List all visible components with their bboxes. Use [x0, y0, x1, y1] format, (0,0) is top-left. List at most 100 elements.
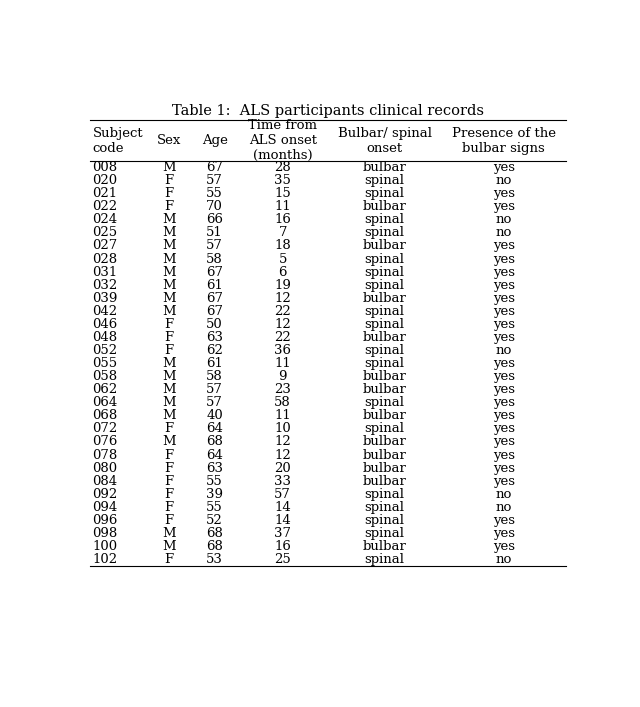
- Text: F: F: [164, 422, 174, 436]
- Text: F: F: [164, 474, 174, 488]
- Text: 51: 51: [206, 226, 223, 240]
- Text: 14: 14: [275, 514, 291, 527]
- Text: no: no: [495, 488, 512, 501]
- Text: M: M: [163, 540, 176, 553]
- Text: 68: 68: [206, 540, 223, 553]
- Text: F: F: [164, 174, 174, 187]
- Text: 14: 14: [275, 501, 291, 514]
- Text: spinal: spinal: [365, 553, 404, 566]
- Text: 63: 63: [206, 331, 223, 344]
- Text: 40: 40: [206, 409, 223, 422]
- Text: yes: yes: [493, 436, 515, 448]
- Text: 55: 55: [206, 501, 223, 514]
- Text: no: no: [495, 344, 512, 357]
- Text: no: no: [495, 226, 512, 240]
- Text: F: F: [164, 187, 174, 200]
- Text: 37: 37: [274, 527, 291, 540]
- Text: F: F: [164, 553, 174, 566]
- Text: yes: yes: [493, 514, 515, 527]
- Text: spinal: spinal: [365, 422, 404, 436]
- Text: Subject
code: Subject code: [92, 127, 143, 155]
- Text: 10: 10: [275, 422, 291, 436]
- Text: 076: 076: [92, 436, 118, 448]
- Text: 52: 52: [206, 514, 223, 527]
- Text: bulbar: bulbar: [363, 240, 406, 252]
- Text: 22: 22: [275, 331, 291, 344]
- Text: 072: 072: [92, 422, 118, 436]
- Text: 020: 020: [92, 174, 118, 187]
- Text: 080: 080: [92, 462, 118, 474]
- Text: 67: 67: [206, 266, 223, 279]
- Text: bulbar: bulbar: [363, 474, 406, 488]
- Text: F: F: [164, 448, 174, 462]
- Text: spinal: spinal: [365, 174, 404, 187]
- Text: bulbar: bulbar: [363, 383, 406, 396]
- Text: 022: 022: [92, 200, 118, 214]
- Text: spinal: spinal: [365, 214, 404, 226]
- Text: 068: 068: [92, 409, 118, 422]
- Text: 22: 22: [275, 305, 291, 318]
- Text: 39: 39: [206, 488, 223, 501]
- Text: 11: 11: [275, 357, 291, 370]
- Text: 12: 12: [275, 292, 291, 305]
- Text: 046: 046: [92, 318, 118, 331]
- Text: 094: 094: [92, 501, 118, 514]
- Text: F: F: [164, 318, 174, 331]
- Text: 19: 19: [274, 279, 291, 292]
- Text: M: M: [163, 279, 176, 292]
- Text: bulbar: bulbar: [363, 331, 406, 344]
- Text: 33: 33: [274, 474, 291, 488]
- Text: bulbar: bulbar: [363, 370, 406, 383]
- Text: 57: 57: [206, 396, 223, 409]
- Text: 11: 11: [275, 200, 291, 214]
- Text: spinal: spinal: [365, 187, 404, 200]
- Text: yes: yes: [493, 305, 515, 318]
- Text: spinal: spinal: [365, 357, 404, 370]
- Text: F: F: [164, 501, 174, 514]
- Text: bulbar: bulbar: [363, 200, 406, 214]
- Text: Sex: Sex: [157, 134, 182, 147]
- Text: bulbar: bulbar: [363, 409, 406, 422]
- Text: yes: yes: [493, 266, 515, 279]
- Text: 58: 58: [206, 252, 223, 266]
- Text: M: M: [163, 240, 176, 252]
- Text: spinal: spinal: [365, 226, 404, 240]
- Text: F: F: [164, 344, 174, 357]
- Text: 66: 66: [206, 214, 223, 226]
- Text: 68: 68: [206, 527, 223, 540]
- Text: 57: 57: [274, 488, 291, 501]
- Text: yes: yes: [493, 331, 515, 344]
- Text: 062: 062: [92, 383, 118, 396]
- Text: yes: yes: [493, 240, 515, 252]
- Text: 20: 20: [275, 462, 291, 474]
- Text: 58: 58: [275, 396, 291, 409]
- Text: M: M: [163, 161, 176, 174]
- Text: Table 1:  ALS participants clinical records: Table 1: ALS participants clinical recor…: [172, 104, 484, 117]
- Text: 67: 67: [206, 305, 223, 318]
- Text: 031: 031: [92, 266, 118, 279]
- Text: spinal: spinal: [365, 514, 404, 527]
- Text: M: M: [163, 409, 176, 422]
- Text: M: M: [163, 396, 176, 409]
- Text: 18: 18: [275, 240, 291, 252]
- Text: 11: 11: [275, 409, 291, 422]
- Text: spinal: spinal: [365, 266, 404, 279]
- Text: bulbar: bulbar: [363, 292, 406, 305]
- Text: spinal: spinal: [365, 396, 404, 409]
- Text: 64: 64: [206, 448, 223, 462]
- Text: spinal: spinal: [365, 252, 404, 266]
- Text: Bulbar/ spinal
onset: Bulbar/ spinal onset: [338, 127, 432, 155]
- Text: yes: yes: [493, 540, 515, 553]
- Text: F: F: [164, 462, 174, 474]
- Text: 9: 9: [278, 370, 287, 383]
- Text: F: F: [164, 331, 174, 344]
- Text: yes: yes: [493, 357, 515, 370]
- Text: M: M: [163, 436, 176, 448]
- Text: spinal: spinal: [365, 344, 404, 357]
- Text: yes: yes: [493, 200, 515, 214]
- Text: spinal: spinal: [365, 527, 404, 540]
- Text: 058: 058: [92, 370, 118, 383]
- Text: 048: 048: [92, 331, 118, 344]
- Text: F: F: [164, 488, 174, 501]
- Text: M: M: [163, 527, 176, 540]
